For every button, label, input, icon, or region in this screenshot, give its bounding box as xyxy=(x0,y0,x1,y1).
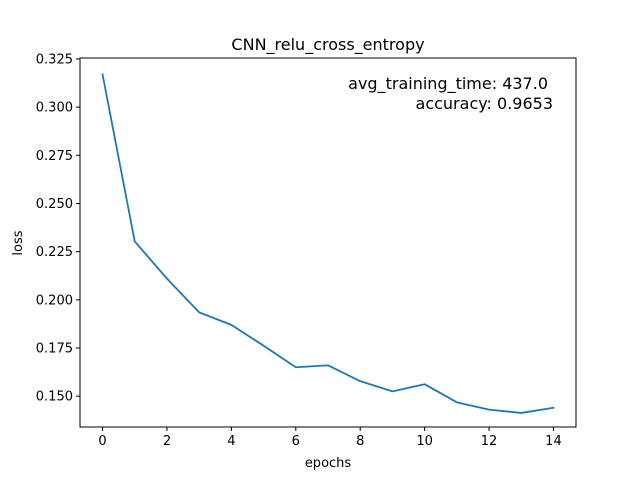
y-axis-label: loss xyxy=(11,230,26,255)
y-tick-label: 0.300 xyxy=(36,101,73,116)
x-tick-label: 12 xyxy=(481,434,498,449)
x-tick-label: 8 xyxy=(356,434,364,449)
x-axis-label: epochs xyxy=(305,456,352,471)
y-tick-label: 0.175 xyxy=(36,341,73,356)
annotation-avg-training-time: avg_training_time: 437.0 xyxy=(348,74,548,94)
y-tick-label: 0.225 xyxy=(36,245,73,260)
x-tick-label: 10 xyxy=(416,434,433,449)
series-line-0 xyxy=(101,73,555,414)
y-tick-label: 0.200 xyxy=(36,293,73,308)
x-tick-label: 0 xyxy=(98,434,106,449)
x-tick-label: 6 xyxy=(292,434,300,449)
chart-title: CNN_relu_cross_entropy xyxy=(231,35,424,55)
y-tick-label: 0.250 xyxy=(36,197,73,212)
x-tick-label: 2 xyxy=(163,434,171,449)
y-tick-label: 0.325 xyxy=(36,52,73,67)
y-tick-label: 0.275 xyxy=(36,149,73,164)
axes-frame xyxy=(79,57,577,428)
y-axis-ticks: 0.150 0.175 0.200 0.225 0.250 0.275 0.300 0.325 xyxy=(36,52,80,405)
y-tick-label: 0.150 xyxy=(36,390,73,405)
plot-area xyxy=(101,73,555,414)
x-tick-label: 4 xyxy=(227,434,235,449)
x-tick-label: 14 xyxy=(545,434,562,449)
annotation-accuracy: accuracy: 0.9653 xyxy=(416,94,553,113)
x-axis-ticks: 0 2 4 6 8 10 12 14 xyxy=(98,427,562,449)
